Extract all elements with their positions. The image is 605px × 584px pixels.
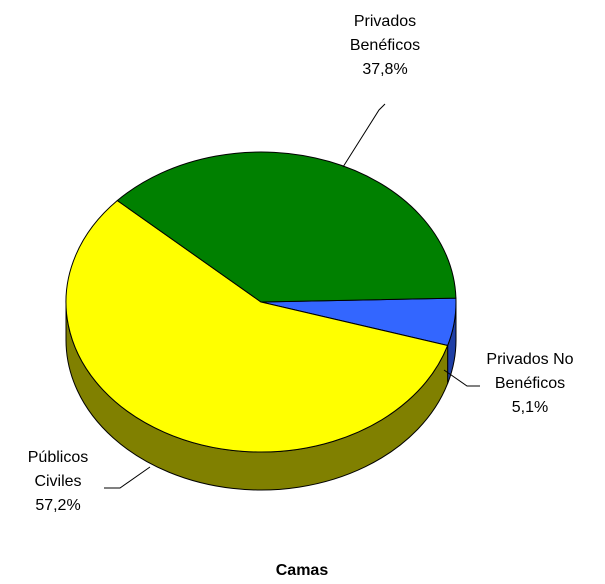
pie-slices: [65, 151, 457, 453]
slice-name-label: Privados No: [486, 351, 573, 368]
pie-slice-1: [65, 199, 449, 453]
slice-percent-label: 5,1%: [512, 399, 548, 416]
slice-labels: Privados No Benéficos 5,1% Públicos Civiles 5…: [28, 13, 574, 514]
pie-slice-2: [116, 151, 457, 303]
leader-line-1: [104, 466, 151, 489]
slice-name-label: Privados: [354, 13, 416, 30]
slice-percent-label: 37,8%: [362, 61, 407, 78]
slice-percent-label: 57,2%: [35, 497, 80, 514]
slice-name-label: Benéficos: [350, 37, 420, 54]
chart-title: Camas: [276, 562, 329, 579]
slice-name-label: Públicos: [28, 449, 88, 466]
leader-line-0: [443, 369, 480, 387]
slice-name-label: Benéficos: [495, 375, 565, 392]
slice-name-label: Civiles: [34, 473, 81, 490]
leader-lines: [104, 103, 480, 489]
leader-line-2: [342, 103, 386, 168]
